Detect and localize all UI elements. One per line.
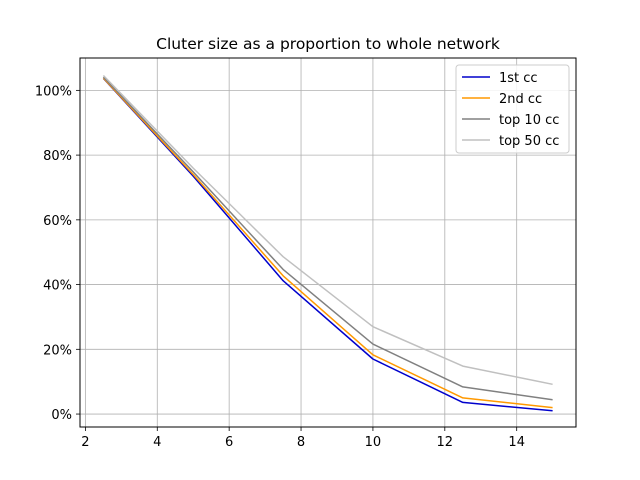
y-tick-label: 80% xyxy=(43,149,72,164)
series-line-3 xyxy=(102,76,553,401)
plot-frame xyxy=(79,57,577,428)
series-line-4 xyxy=(102,74,553,386)
legend-label: top 10 cc xyxy=(499,113,559,128)
chart-title: Cluter size as a proportion to whole net… xyxy=(156,35,500,53)
x-tick-label: 4 xyxy=(153,435,161,450)
x-tick-label: 8 xyxy=(297,435,305,450)
y-tick-label: 0% xyxy=(51,408,72,423)
y-axis: 0% 20% 40% 60% 80% 100% xyxy=(35,84,80,423)
x-tick-label: 14 xyxy=(508,435,525,450)
y-tick-label: 20% xyxy=(43,343,72,358)
x-tick-label: 10 xyxy=(365,435,382,450)
y-tick-label: 40% xyxy=(43,279,72,294)
series-line-2 xyxy=(102,77,553,409)
series-line-1 xyxy=(102,77,553,412)
series-lines xyxy=(102,74,553,412)
y-tick-label: 60% xyxy=(43,214,72,229)
y-tick-label: 100% xyxy=(35,84,72,99)
x-tick-label: 6 xyxy=(225,435,233,450)
legend-label: 2nd cc xyxy=(499,92,542,107)
legend: 1st cc 2nd cc top 10 cc top 50 cc xyxy=(455,64,570,154)
legend-box xyxy=(455,64,570,154)
grid xyxy=(80,58,576,427)
x-axis: 2 4 6 8 10 12 14 xyxy=(81,427,525,450)
legend-label: top 50 cc xyxy=(499,134,559,149)
legend-label: 1st cc xyxy=(499,71,538,86)
x-tick-label: 12 xyxy=(437,435,454,450)
x-tick-label: 2 xyxy=(81,435,89,450)
